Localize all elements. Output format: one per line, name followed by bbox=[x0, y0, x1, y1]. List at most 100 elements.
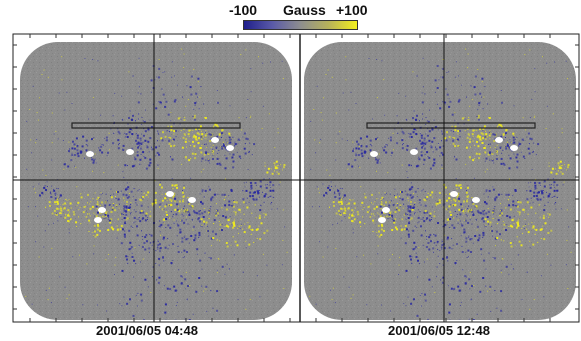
field-speck bbox=[408, 235, 410, 238]
field-speck bbox=[158, 243, 161, 246]
field-speck bbox=[179, 228, 182, 231]
field-speck bbox=[346, 140, 348, 141]
field-speck bbox=[411, 186, 414, 189]
field-speck bbox=[553, 190, 555, 192]
field-speck bbox=[242, 190, 244, 192]
field-speck bbox=[404, 242, 407, 245]
field-speck bbox=[502, 133, 505, 136]
field-speck bbox=[150, 79, 153, 82]
field-speck bbox=[439, 146, 442, 149]
field-speck bbox=[57, 202, 59, 205]
field-speck bbox=[396, 228, 398, 231]
field-speck bbox=[71, 103, 73, 104]
field-speck bbox=[383, 79, 385, 81]
field-speck bbox=[369, 216, 371, 218]
field-speck bbox=[438, 201, 441, 204]
field-speck bbox=[94, 235, 97, 238]
field-speck bbox=[224, 167, 227, 170]
field-speck bbox=[398, 264, 400, 266]
field-speck bbox=[491, 153, 494, 155]
field-speck bbox=[517, 254, 519, 256]
field-speck bbox=[444, 223, 447, 226]
field-speck bbox=[334, 196, 337, 198]
field-speck bbox=[68, 294, 70, 296]
field-speck bbox=[159, 101, 162, 104]
field-speck bbox=[140, 293, 143, 296]
field-speck bbox=[408, 136, 410, 138]
field-speck bbox=[481, 217, 484, 220]
field-speck bbox=[546, 105, 548, 107]
field-speck bbox=[234, 211, 237, 214]
field-speck bbox=[441, 167, 443, 169]
field-speck bbox=[138, 57, 140, 59]
field-speck bbox=[124, 221, 126, 222]
field-speck bbox=[96, 199, 98, 200]
field-speck bbox=[201, 225, 203, 227]
field-speck bbox=[55, 204, 57, 205]
field-speck bbox=[409, 219, 411, 221]
field-speck bbox=[56, 201, 59, 203]
field-speck bbox=[206, 152, 208, 154]
field-speck bbox=[81, 145, 84, 148]
field-speck bbox=[345, 212, 347, 214]
field-speck bbox=[529, 137, 532, 140]
field-speck bbox=[465, 163, 467, 165]
field-speck bbox=[97, 211, 99, 214]
field-speck bbox=[152, 276, 153, 278]
field-speck bbox=[512, 142, 514, 144]
field-speck bbox=[129, 204, 131, 206]
field-speck bbox=[466, 199, 468, 201]
field-speck bbox=[499, 193, 501, 195]
field-speck bbox=[529, 181, 531, 183]
field-speck bbox=[60, 216, 62, 218]
field-speck bbox=[51, 185, 53, 187]
field-speck bbox=[197, 217, 200, 220]
field-speck bbox=[381, 201, 382, 203]
field-speck bbox=[406, 171, 408, 173]
field-speck bbox=[433, 215, 436, 218]
field-speck bbox=[469, 219, 471, 221]
field-speck bbox=[484, 210, 485, 211]
field-speck bbox=[500, 157, 503, 160]
field-speck bbox=[465, 237, 468, 240]
field-speck bbox=[405, 269, 408, 272]
field-speck bbox=[482, 213, 485, 216]
field-speck bbox=[376, 231, 378, 233]
field-speck bbox=[475, 152, 478, 155]
strong-field-spot bbox=[450, 191, 458, 197]
field-speck bbox=[259, 209, 262, 212]
field-speck bbox=[84, 58, 86, 59]
field-speck bbox=[245, 308, 247, 310]
field-speck bbox=[97, 60, 99, 62]
field-speck bbox=[489, 159, 491, 161]
field-speck bbox=[407, 233, 410, 236]
field-speck bbox=[203, 196, 205, 198]
field-speck bbox=[200, 135, 203, 138]
field-speck bbox=[58, 92, 60, 94]
field-speck bbox=[165, 218, 168, 220]
field-speck bbox=[106, 200, 108, 202]
field-speck bbox=[155, 146, 158, 149]
field-speck bbox=[532, 226, 535, 229]
field-speck bbox=[276, 167, 279, 170]
field-speck bbox=[134, 199, 137, 201]
field-speck bbox=[478, 153, 481, 156]
field-speck bbox=[62, 204, 64, 206]
field-speck bbox=[454, 203, 457, 206]
field-speck bbox=[407, 205, 410, 208]
field-speck bbox=[205, 288, 207, 290]
field-speck bbox=[387, 218, 389, 220]
field-speck bbox=[348, 216, 351, 219]
field-speck bbox=[492, 235, 494, 237]
field-speck bbox=[526, 271, 528, 273]
field-speck bbox=[68, 232, 70, 234]
field-speck bbox=[366, 211, 369, 214]
field-speck bbox=[129, 193, 130, 194]
field-speck bbox=[93, 224, 96, 227]
field-speck bbox=[138, 145, 140, 147]
field-speck bbox=[376, 234, 378, 236]
field-speck bbox=[277, 172, 280, 175]
field-speck bbox=[497, 193, 500, 196]
field-speck bbox=[496, 307, 498, 309]
field-speck bbox=[123, 233, 126, 236]
